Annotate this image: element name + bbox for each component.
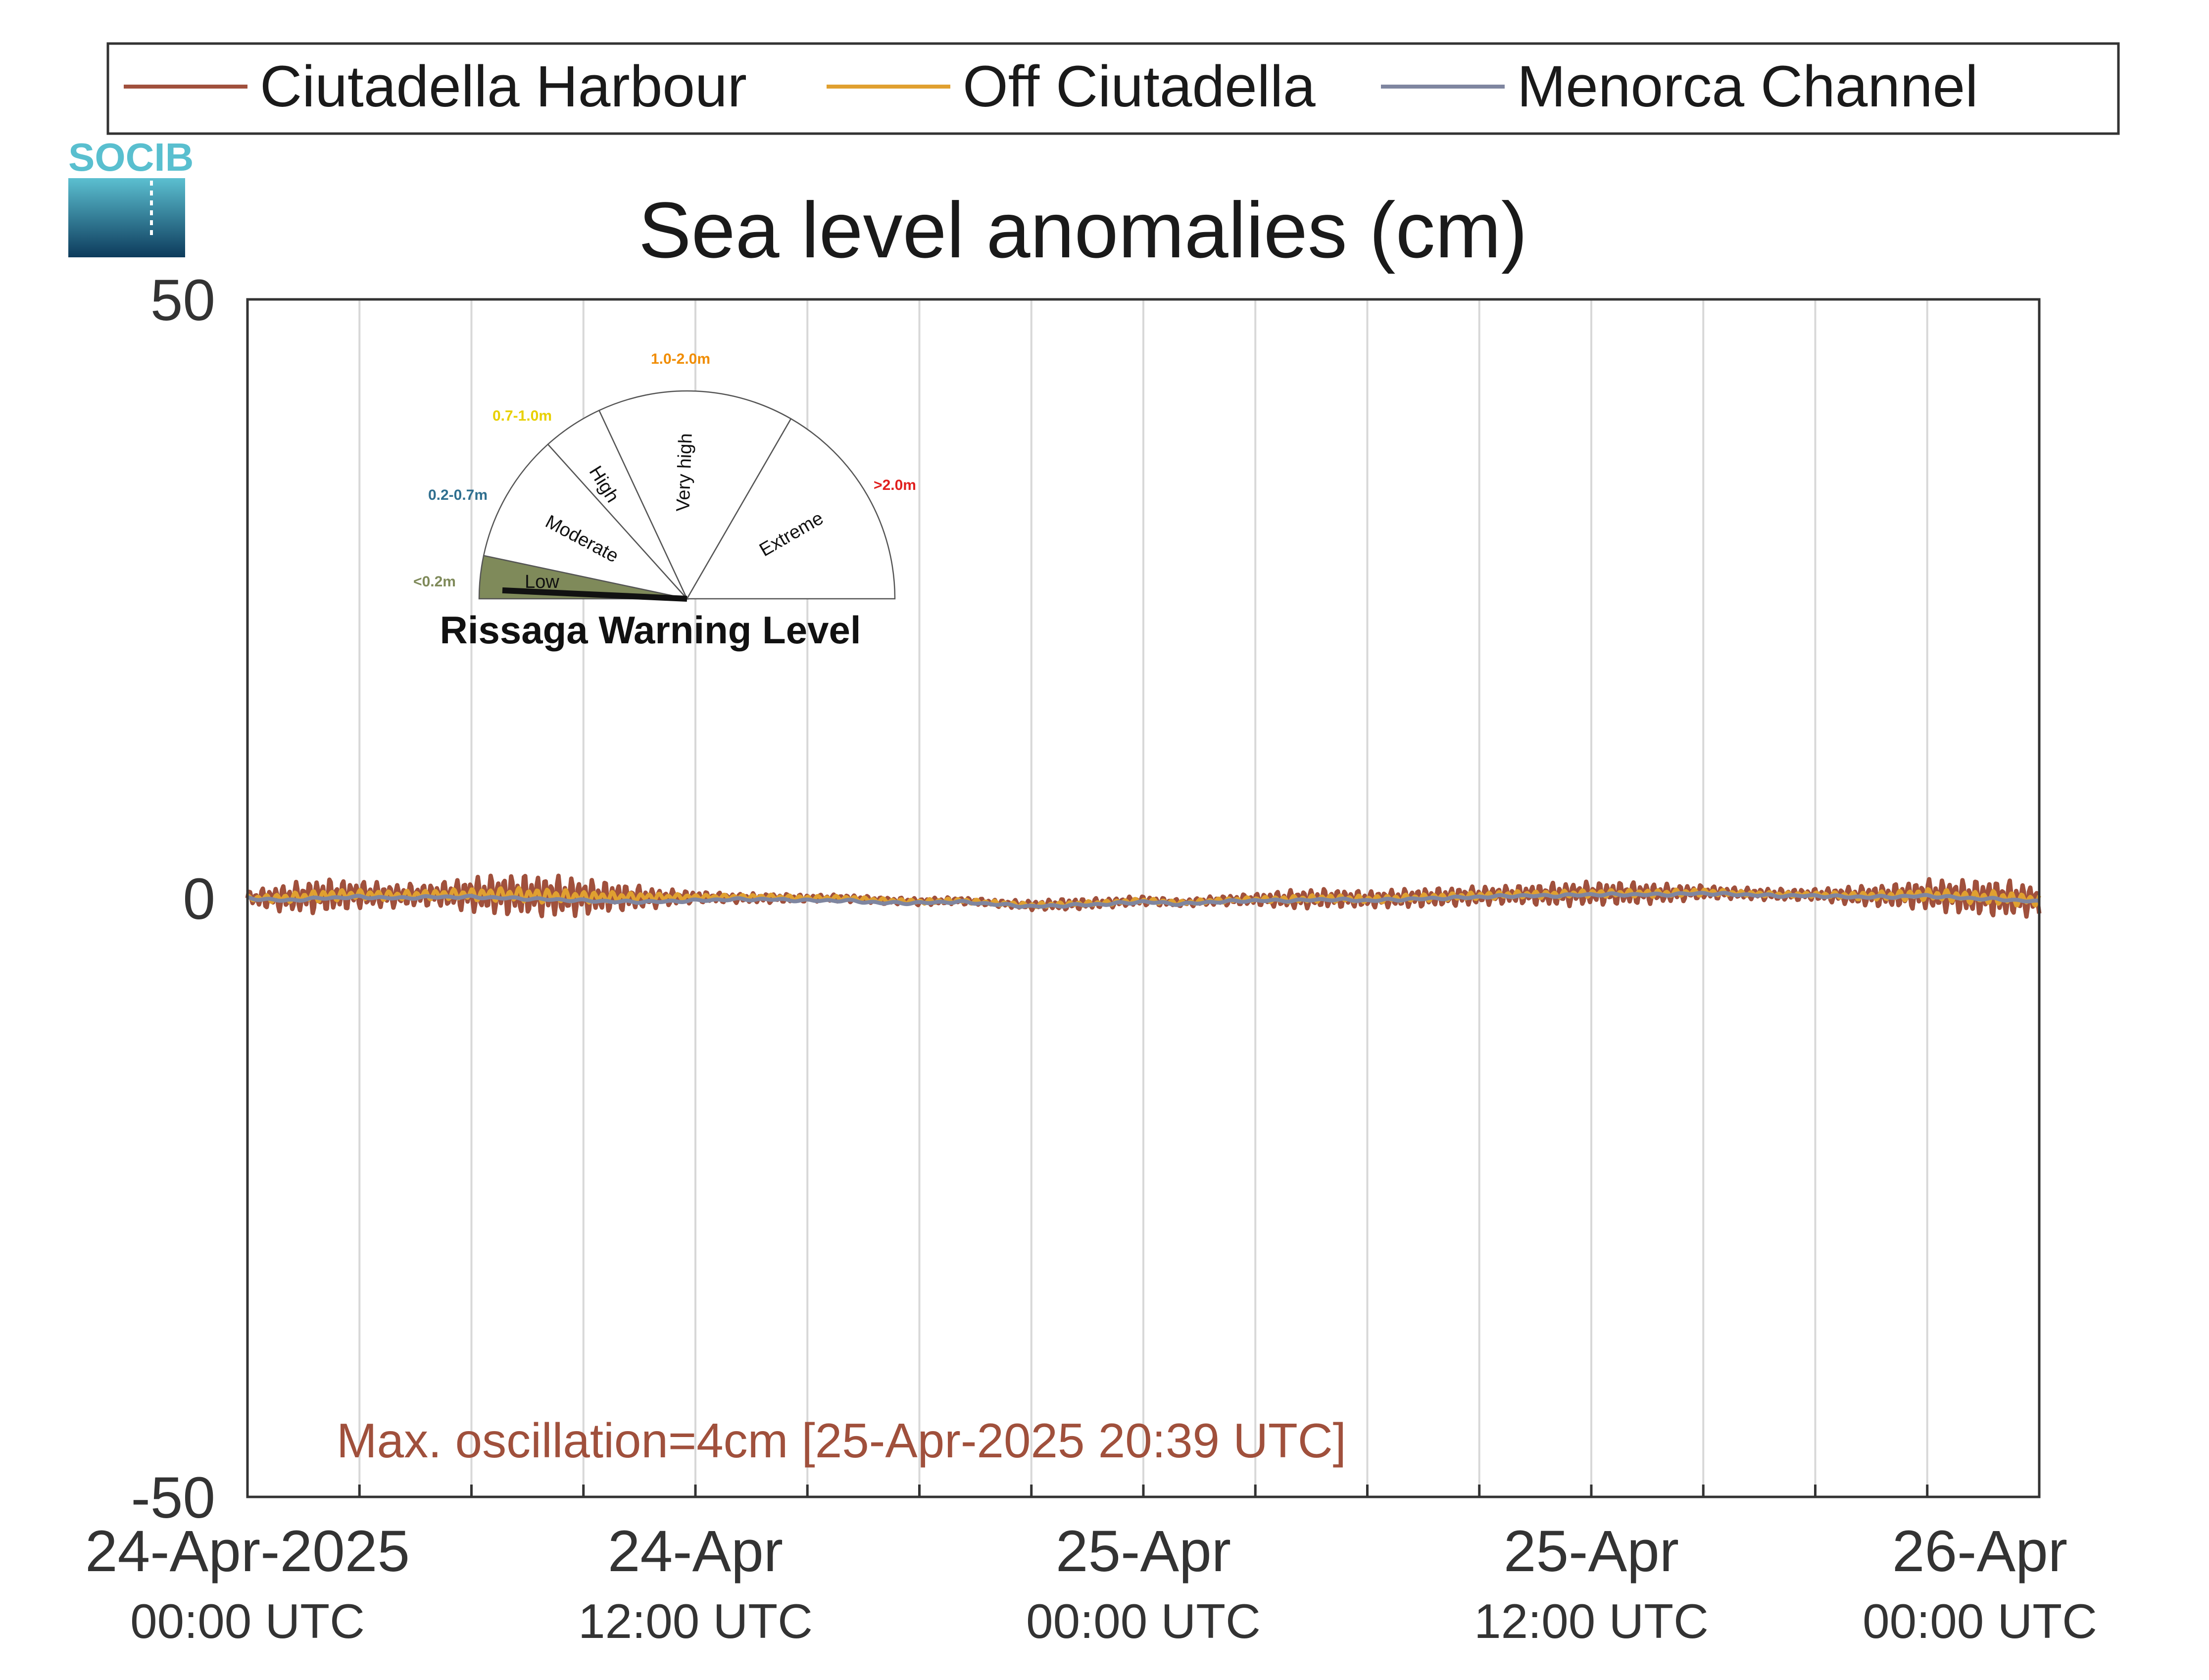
plot-frame-top (246, 298, 2041, 1498)
x-tick-label: 24-Apr-2025 (85, 1519, 410, 1584)
x-tick-label: 25-Apr (1056, 1519, 1231, 1584)
legend: Ciutadella Harbour Off Ciutadella Menorca … (106, 42, 2120, 135)
socib-logo: SOCIB (68, 135, 194, 257)
x-tick-sublabel: 00:00 UTC (1863, 1594, 2097, 1648)
gauge-title: Rissaga Warning Level (440, 608, 861, 652)
x-tick-label: 26-Apr (1892, 1519, 2067, 1584)
legend-box (106, 42, 2120, 135)
gauge-range-label-1: 0.2-0.7m (428, 487, 488, 503)
logo-block (68, 178, 185, 257)
max-oscillation-annotation: Max. oscillation=4cm [25-Apr-2025 20:39 … (337, 1413, 1346, 1468)
legend-label-2: Menorca Channel (1517, 54, 1978, 119)
gauge-range-label-0: <0.2m (413, 574, 456, 590)
plot-area: 50 0 -50 24-Apr-2025 00:00 UTC 24-Apr 12:00 U… (85, 268, 2097, 1648)
y-tick-label: 0 (183, 866, 215, 932)
x-tick-sublabel: 00:00 UTC (130, 1594, 365, 1648)
gauge-segment-3 (598, 390, 792, 600)
gauge-range-label-3: 1.0-2.0m (651, 351, 710, 367)
gauge-range-label-4: >2.0m (874, 477, 916, 493)
series-line-2 (246, 891, 2040, 909)
x-tick-label: 25-Apr (1504, 1519, 1679, 1584)
x-tick-label: 24-Apr (608, 1519, 783, 1584)
x-tick-sublabel: 12:00 UTC (578, 1594, 813, 1648)
gauge-segment-1 (483, 443, 689, 600)
gauge-range-label-2: 0.7-1.0m (492, 408, 552, 424)
gauge-needle (502, 587, 687, 602)
y-tick-label: 50 (150, 268, 215, 333)
gauge-segment-4 (686, 418, 896, 600)
gauge-segment-label-3: Very high (673, 433, 696, 512)
logo-text: SOCIB (68, 135, 194, 179)
legend-label-0: Ciutadella Harbour (260, 54, 747, 119)
rissaga-gauge: <0.2m0.2-0.7m0.7-1.0m1.0-2.0m>2.0m LowMo… (413, 351, 916, 652)
x-tick-sublabel: 00:00 UTC (1026, 1594, 1261, 1648)
x-tick-sublabel: 12:00 UTC (1474, 1594, 1709, 1648)
legend-label-1: Off Ciutadella (963, 54, 1316, 119)
chart-title: Sea level anomalies (cm) (638, 186, 1527, 274)
y-tick-label: -50 (131, 1465, 215, 1531)
